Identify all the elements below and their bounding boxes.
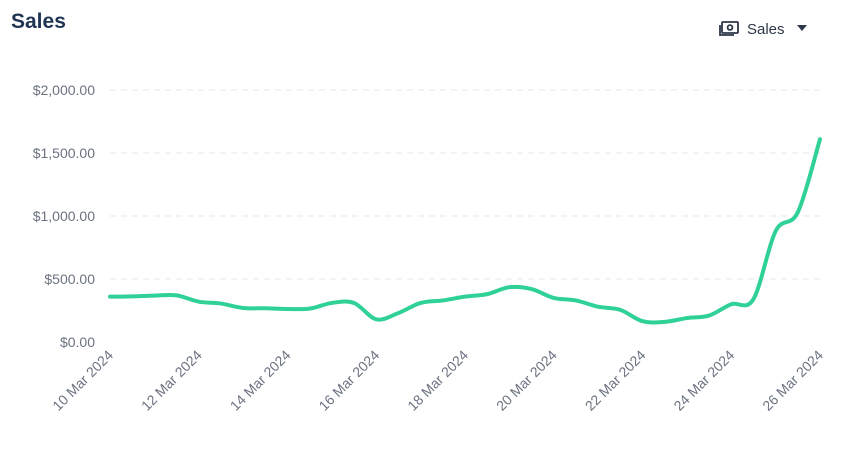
x-tick-label: 12 Mar 2024 — [138, 347, 205, 414]
x-axis-ticks: 10 Mar 2024 12 Mar 2024 14 Mar 2024 16 Mar … — [49, 347, 826, 414]
y-tick-label: $2,000.00 — [33, 82, 95, 98]
cash-icon — [719, 21, 739, 37]
metric-selector[interactable]: Sales — [719, 17, 807, 41]
grid-lines — [110, 89, 820, 280]
y-axis-ticks: $0.00 $500.00 $1,000.00 $1,500.00 $2,000.00 — [33, 82, 96, 350]
x-tick-label: 26 Mar 2024 — [759, 347, 826, 414]
series-layer — [108, 137, 822, 325]
y-tick-label: $1,000.00 — [33, 208, 95, 224]
x-tick-label: 20 Mar 2024 — [493, 347, 560, 414]
series-line — [108, 137, 822, 325]
x-tick-label: 22 Mar 2024 — [582, 347, 649, 414]
x-tick-label: 14 Mar 2024 — [227, 347, 294, 414]
metric-selector-label: Sales — [747, 20, 785, 38]
y-tick-label: $500.00 — [44, 271, 95, 287]
x-tick-label: 18 Mar 2024 — [404, 347, 471, 414]
x-tick-label: 16 Mar 2024 — [315, 347, 382, 414]
y-tick-label: $0.00 — [60, 334, 95, 350]
chart-title: Sales — [11, 10, 66, 33]
x-tick-label: 10 Mar 2024 — [49, 347, 116, 414]
caret-down-icon — [796, 25, 807, 33]
y-tick-label: $1,500.00 — [33, 145, 95, 161]
x-tick-label: 24 Mar 2024 — [670, 347, 737, 414]
